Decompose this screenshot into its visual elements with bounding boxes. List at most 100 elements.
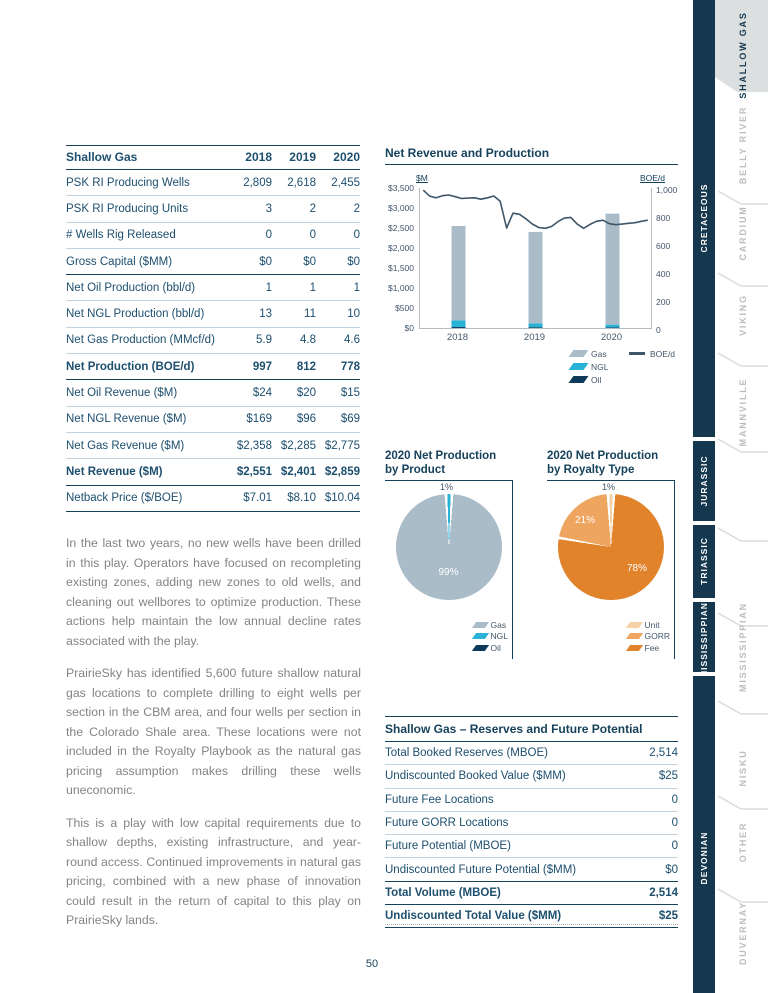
row-value: 2,514 bbox=[649, 886, 678, 899]
right-axis-tick: 400 bbox=[656, 269, 671, 279]
row-value: $69 bbox=[340, 413, 360, 426]
pie-box: 1% 99% Gas NGL Oil bbox=[385, 480, 513, 659]
left-axis-tick: $1,000 bbox=[388, 283, 414, 293]
pie-title-line: by Product bbox=[385, 463, 446, 476]
row-value: $2,551 bbox=[236, 465, 272, 478]
pie-callout-label: 1% bbox=[439, 482, 453, 492]
pie-panel-product: 2020 Net Production by Product 1% 99% Ga… bbox=[385, 450, 513, 659]
legend-label: NGL bbox=[490, 631, 508, 642]
paragraph: PrairieSky has identified 5,600 future s… bbox=[66, 666, 361, 797]
pie-title-line: by Royalty Type bbox=[547, 463, 635, 476]
summary-table-header: Shallow Gas 2018 2019 2020 bbox=[66, 145, 360, 170]
row-value: 1 bbox=[353, 281, 360, 294]
row-value: 2,455 bbox=[331, 176, 360, 189]
table-row: Net Production (BOE/d) 997 812 778 bbox=[66, 354, 360, 381]
legend-label: Gas bbox=[591, 348, 607, 359]
row-value: 778 bbox=[340, 360, 360, 373]
row-label: Net Gas Production (MMcf/d) bbox=[66, 334, 215, 347]
row-value: $15 bbox=[340, 387, 360, 400]
legend-item-ngl: NGL bbox=[471, 631, 508, 643]
table-row: Future Fee Locations 0 bbox=[385, 789, 678, 812]
table-row: Undiscounted Total Value ($MM) $25 bbox=[385, 905, 678, 929]
pie-callout-label: 1% bbox=[601, 482, 615, 492]
row-label: Gross Capital ($MM) bbox=[66, 255, 173, 268]
row-value: $2,401 bbox=[280, 465, 316, 478]
right-axis-tick: 0 bbox=[656, 325, 661, 335]
legend-label: GORR bbox=[644, 631, 671, 642]
row-label: Net Production (BOE/d) bbox=[66, 360, 195, 373]
sidebar-tab-other: OTHER bbox=[738, 821, 748, 863]
row-value: $96 bbox=[296, 413, 316, 426]
row-value: 2,618 bbox=[287, 176, 316, 189]
page-number: 50 bbox=[365, 958, 379, 970]
row-value: 0 bbox=[671, 840, 678, 853]
legend-item-gas: Gas bbox=[471, 619, 508, 631]
legend-label: Oil bbox=[490, 642, 501, 653]
left-axis-tick: $2,000 bbox=[388, 243, 414, 253]
legend-item-oil: Oil bbox=[471, 642, 508, 654]
tab-separator bbox=[717, 888, 768, 904]
table-row: Net Gas Production (MMcf/d) 5.9 4.8 4.6 bbox=[66, 328, 360, 355]
line-swatch-icon bbox=[629, 352, 645, 355]
summary-table-title: Shallow Gas bbox=[66, 150, 138, 164]
row-value: 0 bbox=[353, 229, 360, 242]
legend-item-gorr: GORR bbox=[625, 631, 671, 643]
row-value: 0 bbox=[671, 817, 678, 830]
row-value: 2,514 bbox=[649, 747, 678, 760]
sidebar-group-label: DEVONIAN bbox=[699, 831, 709, 885]
x-axis-label: 2019 bbox=[523, 332, 546, 343]
table-row: Net NGL Production (bbl/d) 13 11 10 bbox=[66, 301, 360, 328]
chart-legend: Gas NGL Oil BOE/d bbox=[568, 347, 675, 386]
legend-label: Fee bbox=[644, 642, 660, 653]
sidebar-group-block bbox=[693, 525, 715, 598]
table-row: Gross Capital ($MM) $0 $0 $0 bbox=[66, 249, 360, 276]
sidebar-group-block bbox=[693, 441, 715, 521]
table-row: Total Volume (MBOE) 2,514 bbox=[385, 882, 678, 906]
table-row: Undiscounted Future Potential ($MM) $0 bbox=[385, 858, 678, 882]
table-row: Netback Price ($/BOE) $7.01 $8.10 $10.04 bbox=[66, 486, 360, 512]
body-copy: In the last two years, no new wells have… bbox=[66, 534, 361, 944]
left-axis-tick: $3,500 bbox=[388, 183, 414, 193]
row-value: $0 bbox=[303, 255, 316, 268]
x-axis-label: 2020 bbox=[600, 332, 623, 343]
tab-separator bbox=[717, 612, 768, 628]
row-value: 5.9 bbox=[256, 334, 272, 347]
tab-separator bbox=[717, 795, 768, 811]
sidebar-group-label: TRIASSIC bbox=[699, 537, 709, 585]
table-row: Future GORR Locations 0 bbox=[385, 812, 678, 836]
pie-title: 2020 Net Production by Royalty Type bbox=[547, 450, 675, 477]
legend-item-gas: Gas bbox=[568, 347, 608, 360]
pie-title-line: 2020 Net Production bbox=[385, 450, 497, 462]
row-label: Net NGL Production (bbl/d) bbox=[66, 308, 205, 321]
pie-title: 2020 Net Production by Product bbox=[385, 450, 513, 477]
sidebar-tab-belly-river: BELLY RIVER bbox=[738, 105, 748, 185]
sidebar-tab-mississippian: MISSISSIPPIAN bbox=[738, 602, 748, 692]
sidebar-tab-shallow-gas: SHALLOW GAS bbox=[738, 11, 748, 99]
reserves-future-potential-table: Shallow Gas – Reserves and Future Potent… bbox=[385, 716, 678, 929]
right-axis-tick: 1,000 bbox=[656, 185, 678, 195]
row-label: Undiscounted Total Value ($MM) bbox=[385, 910, 562, 923]
tab-separator bbox=[717, 352, 768, 368]
year-column-header: 2019 bbox=[289, 150, 316, 164]
right-axis-tick: 200 bbox=[656, 297, 671, 307]
sidebar-tab-cardium: CARDIUM bbox=[738, 205, 748, 261]
row-value: $2,358 bbox=[236, 439, 272, 452]
legend-item-fee: Fee bbox=[625, 642, 671, 654]
table-row: Net Gas Revenue ($M) $2,358 $2,285 $2,77… bbox=[66, 433, 360, 460]
row-value: $2,285 bbox=[280, 439, 316, 452]
row-value: 2 bbox=[309, 202, 316, 215]
row-value: 3 bbox=[265, 202, 272, 215]
left-axis-tick: $1,500 bbox=[388, 263, 414, 273]
row-value: 0 bbox=[671, 793, 678, 806]
reserves-table-body: Total Booked Reserves (MBOE) 2,514 Undis… bbox=[385, 742, 678, 929]
row-label: Net Gas Revenue ($M) bbox=[66, 439, 185, 452]
paragraph: In the last two years, no new wells have… bbox=[66, 536, 361, 648]
table-row: PSK RI Producing Wells 2,809 2,618 2,455 bbox=[66, 170, 360, 197]
reserves-table-title: Shallow Gas – Reserves and Future Potent… bbox=[385, 716, 678, 742]
row-value: $20 bbox=[296, 387, 316, 400]
x-axis-label: 2018 bbox=[446, 332, 469, 343]
legend-item-boed: BOE/d bbox=[629, 347, 675, 360]
legend-label: Unit bbox=[644, 619, 660, 630]
left-axis-tick: $0 bbox=[404, 323, 414, 333]
left-axis-tick: $500 bbox=[395, 303, 414, 313]
